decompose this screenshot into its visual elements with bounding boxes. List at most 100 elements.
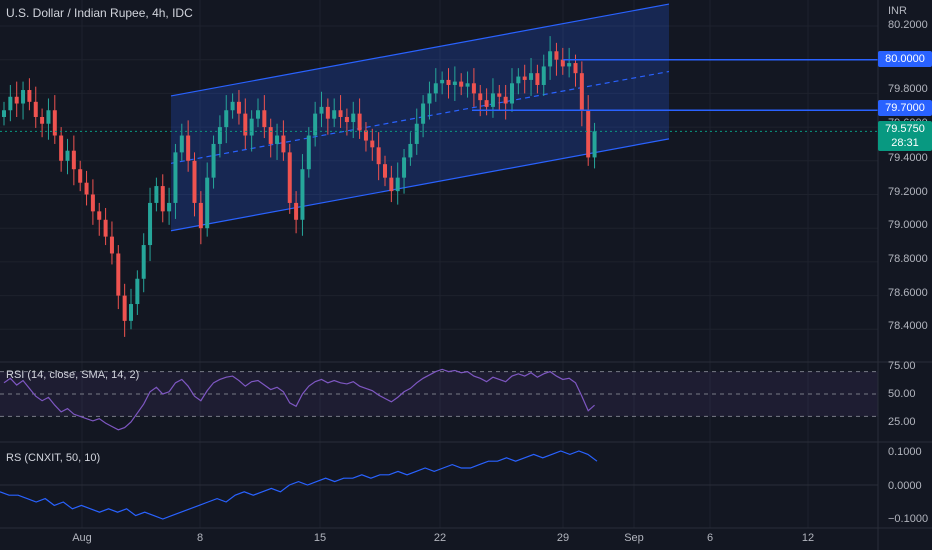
candle-body bbox=[389, 177, 394, 192]
candle-body bbox=[40, 116, 45, 124]
candle-body bbox=[351, 113, 356, 123]
channel-lower-line bbox=[170, 138, 670, 232]
candle-body bbox=[52, 110, 57, 136]
candle-body bbox=[535, 73, 540, 85]
candle-body bbox=[141, 245, 146, 279]
candle-body bbox=[14, 96, 19, 104]
candle-body bbox=[560, 59, 565, 67]
candle-body bbox=[408, 143, 413, 158]
candle-body bbox=[129, 304, 133, 321]
candle-body bbox=[186, 135, 191, 161]
price-tick: 78.4000 bbox=[888, 320, 928, 332]
candle-body bbox=[268, 127, 273, 144]
candle-body bbox=[192, 160, 197, 203]
candle-body bbox=[230, 101, 235, 111]
candle-body bbox=[357, 113, 362, 131]
candlestick-series bbox=[2, 36, 597, 337]
currency-label: INR bbox=[888, 5, 907, 17]
candle-body bbox=[516, 76, 521, 84]
candle-body bbox=[71, 150, 76, 170]
candle-body bbox=[2, 110, 6, 117]
candle-body bbox=[294, 202, 299, 220]
last-price-value: 79.5750 bbox=[885, 123, 925, 135]
candle-body bbox=[383, 164, 387, 178]
candle-body bbox=[160, 186, 165, 212]
candle-body bbox=[224, 110, 229, 128]
candle-body bbox=[414, 123, 419, 144]
candle-body bbox=[59, 135, 64, 161]
channel-center-line bbox=[170, 70, 670, 164]
time-tick: Sep bbox=[624, 532, 644, 544]
price-tick: 79.0000 bbox=[888, 219, 928, 231]
candle-body bbox=[109, 236, 114, 254]
candle-body bbox=[173, 152, 178, 203]
candle-body bbox=[78, 169, 83, 183]
candle-body bbox=[306, 135, 311, 170]
candle-body bbox=[440, 79, 445, 84]
candle-body bbox=[217, 127, 222, 144]
candle-body bbox=[325, 106, 330, 119]
candle-body bbox=[344, 116, 349, 123]
candle-body bbox=[446, 79, 451, 85]
regression-channel[interactable] bbox=[170, 3, 670, 232]
candle-body bbox=[21, 90, 26, 104]
channel-upper-line bbox=[170, 3, 670, 97]
symbol-title[interactable]: U.S. Dollar / Indian Rupee, 4h, IDC bbox=[6, 6, 193, 20]
candle-body bbox=[433, 83, 438, 94]
candle-body bbox=[402, 157, 407, 178]
candle-body bbox=[281, 135, 286, 153]
candle-body bbox=[592, 131, 597, 158]
candle-body bbox=[135, 278, 140, 305]
candle-body bbox=[554, 51, 559, 60]
time-tick: 22 bbox=[433, 532, 447, 544]
candle-body bbox=[529, 73, 534, 80]
candle-body bbox=[421, 103, 426, 124]
time-tick: 12 bbox=[801, 532, 815, 544]
rsi-tick: 50.00 bbox=[888, 388, 916, 400]
candle-body bbox=[116, 253, 121, 296]
candle-body bbox=[338, 110, 343, 117]
candle-body bbox=[205, 177, 210, 229]
candle-body bbox=[541, 66, 546, 85]
level-80-tag[interactable]: 80.0000 bbox=[878, 51, 932, 67]
candle-body bbox=[376, 147, 381, 165]
candle-body bbox=[579, 73, 584, 111]
rs-tick: −0.1000 bbox=[888, 513, 929, 525]
candle-body bbox=[103, 219, 108, 237]
rsi-tick: 75.00 bbox=[888, 360, 916, 372]
candle-body bbox=[211, 143, 216, 178]
candle-body bbox=[256, 110, 260, 119]
rs-legend[interactable]: RS (CNXIT, 50, 10) bbox=[6, 452, 101, 464]
candle-body bbox=[319, 106, 324, 114]
candle-body bbox=[395, 177, 400, 192]
price-tick: 79.8000 bbox=[888, 83, 928, 95]
rsi-legend[interactable]: RSI (14, close, SMA, 14, 2) bbox=[6, 369, 140, 381]
candle-body bbox=[236, 101, 241, 114]
candle-body bbox=[154, 186, 159, 203]
rs-tick: 0.1000 bbox=[888, 446, 922, 458]
candle-body bbox=[484, 100, 489, 107]
candle-body bbox=[363, 130, 368, 141]
chart-grid bbox=[0, 0, 878, 528]
candle-body bbox=[567, 63, 572, 67]
candle-body bbox=[313, 113, 318, 136]
rs-line bbox=[0, 450, 598, 520]
time-tick: 29 bbox=[556, 532, 570, 544]
time-tick: 15 bbox=[313, 532, 327, 544]
level-797-tag[interactable]: 79.7000 bbox=[878, 100, 932, 116]
candle-body bbox=[249, 118, 254, 136]
horizontal-levels[interactable] bbox=[0, 58, 878, 132]
candle-body bbox=[522, 76, 527, 80]
rs-pane bbox=[0, 450, 878, 520]
time-tick: 6 bbox=[706, 532, 714, 544]
candle-body bbox=[122, 295, 127, 321]
candle-body bbox=[471, 83, 476, 94]
price-tick: 80.2000 bbox=[888, 19, 928, 31]
candle-body bbox=[33, 101, 38, 117]
candle-body bbox=[27, 90, 32, 102]
candle-body bbox=[452, 81, 457, 85]
price-tick: 79.2000 bbox=[888, 186, 928, 198]
candle-body bbox=[84, 182, 89, 195]
